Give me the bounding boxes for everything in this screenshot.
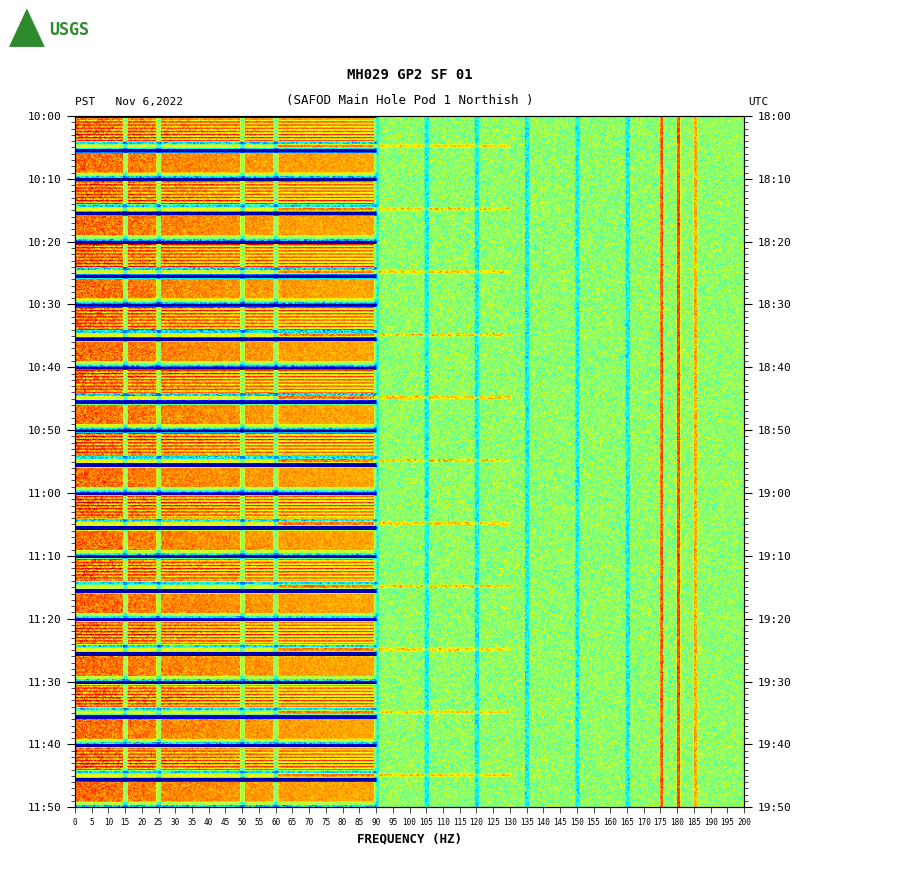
X-axis label: FREQUENCY (HZ): FREQUENCY (HZ)	[357, 832, 462, 846]
Text: UTC: UTC	[749, 97, 769, 107]
Text: USGS: USGS	[50, 21, 89, 38]
Polygon shape	[9, 8, 45, 47]
Text: (SAFOD Main Hole Pod 1 Northish ): (SAFOD Main Hole Pod 1 Northish )	[286, 94, 533, 107]
Text: PST   Nov 6,2022: PST Nov 6,2022	[75, 97, 183, 107]
Text: MH029 GP2 SF 01: MH029 GP2 SF 01	[346, 68, 473, 82]
